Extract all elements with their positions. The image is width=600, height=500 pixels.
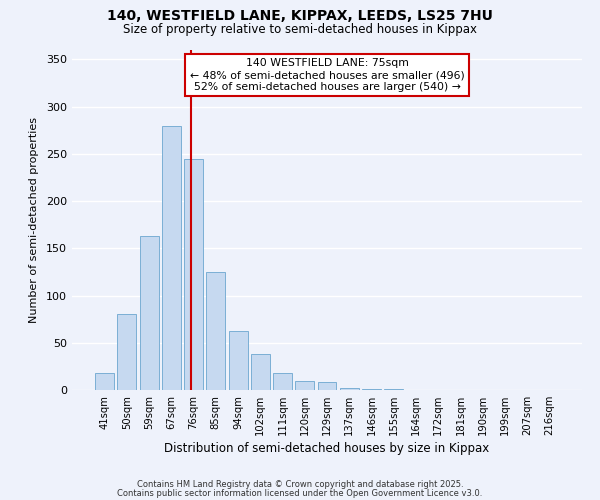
Bar bbox=[295, 380, 314, 390]
Bar bbox=[229, 330, 248, 390]
Y-axis label: Number of semi-detached properties: Number of semi-detached properties bbox=[29, 117, 39, 323]
Text: Contains public sector information licensed under the Open Government Licence v3: Contains public sector information licen… bbox=[118, 488, 482, 498]
Bar bbox=[384, 389, 403, 390]
Text: Size of property relative to semi-detached houses in Kippax: Size of property relative to semi-detach… bbox=[123, 22, 477, 36]
Bar bbox=[95, 373, 114, 390]
Bar bbox=[118, 314, 136, 390]
Bar bbox=[362, 389, 381, 390]
Bar bbox=[206, 272, 225, 390]
X-axis label: Distribution of semi-detached houses by size in Kippax: Distribution of semi-detached houses by … bbox=[164, 442, 490, 455]
Bar bbox=[317, 382, 337, 390]
Text: 140, WESTFIELD LANE, KIPPAX, LEEDS, LS25 7HU: 140, WESTFIELD LANE, KIPPAX, LEEDS, LS25… bbox=[107, 9, 493, 23]
Bar bbox=[340, 388, 359, 390]
Bar bbox=[162, 126, 181, 390]
Bar bbox=[184, 158, 203, 390]
Text: Contains HM Land Registry data © Crown copyright and database right 2025.: Contains HM Land Registry data © Crown c… bbox=[137, 480, 463, 489]
Bar bbox=[140, 236, 158, 390]
Bar bbox=[273, 373, 292, 390]
Text: 140 WESTFIELD LANE: 75sqm
← 48% of semi-detached houses are smaller (496)
52% of: 140 WESTFIELD LANE: 75sqm ← 48% of semi-… bbox=[190, 58, 464, 92]
Bar bbox=[251, 354, 270, 390]
